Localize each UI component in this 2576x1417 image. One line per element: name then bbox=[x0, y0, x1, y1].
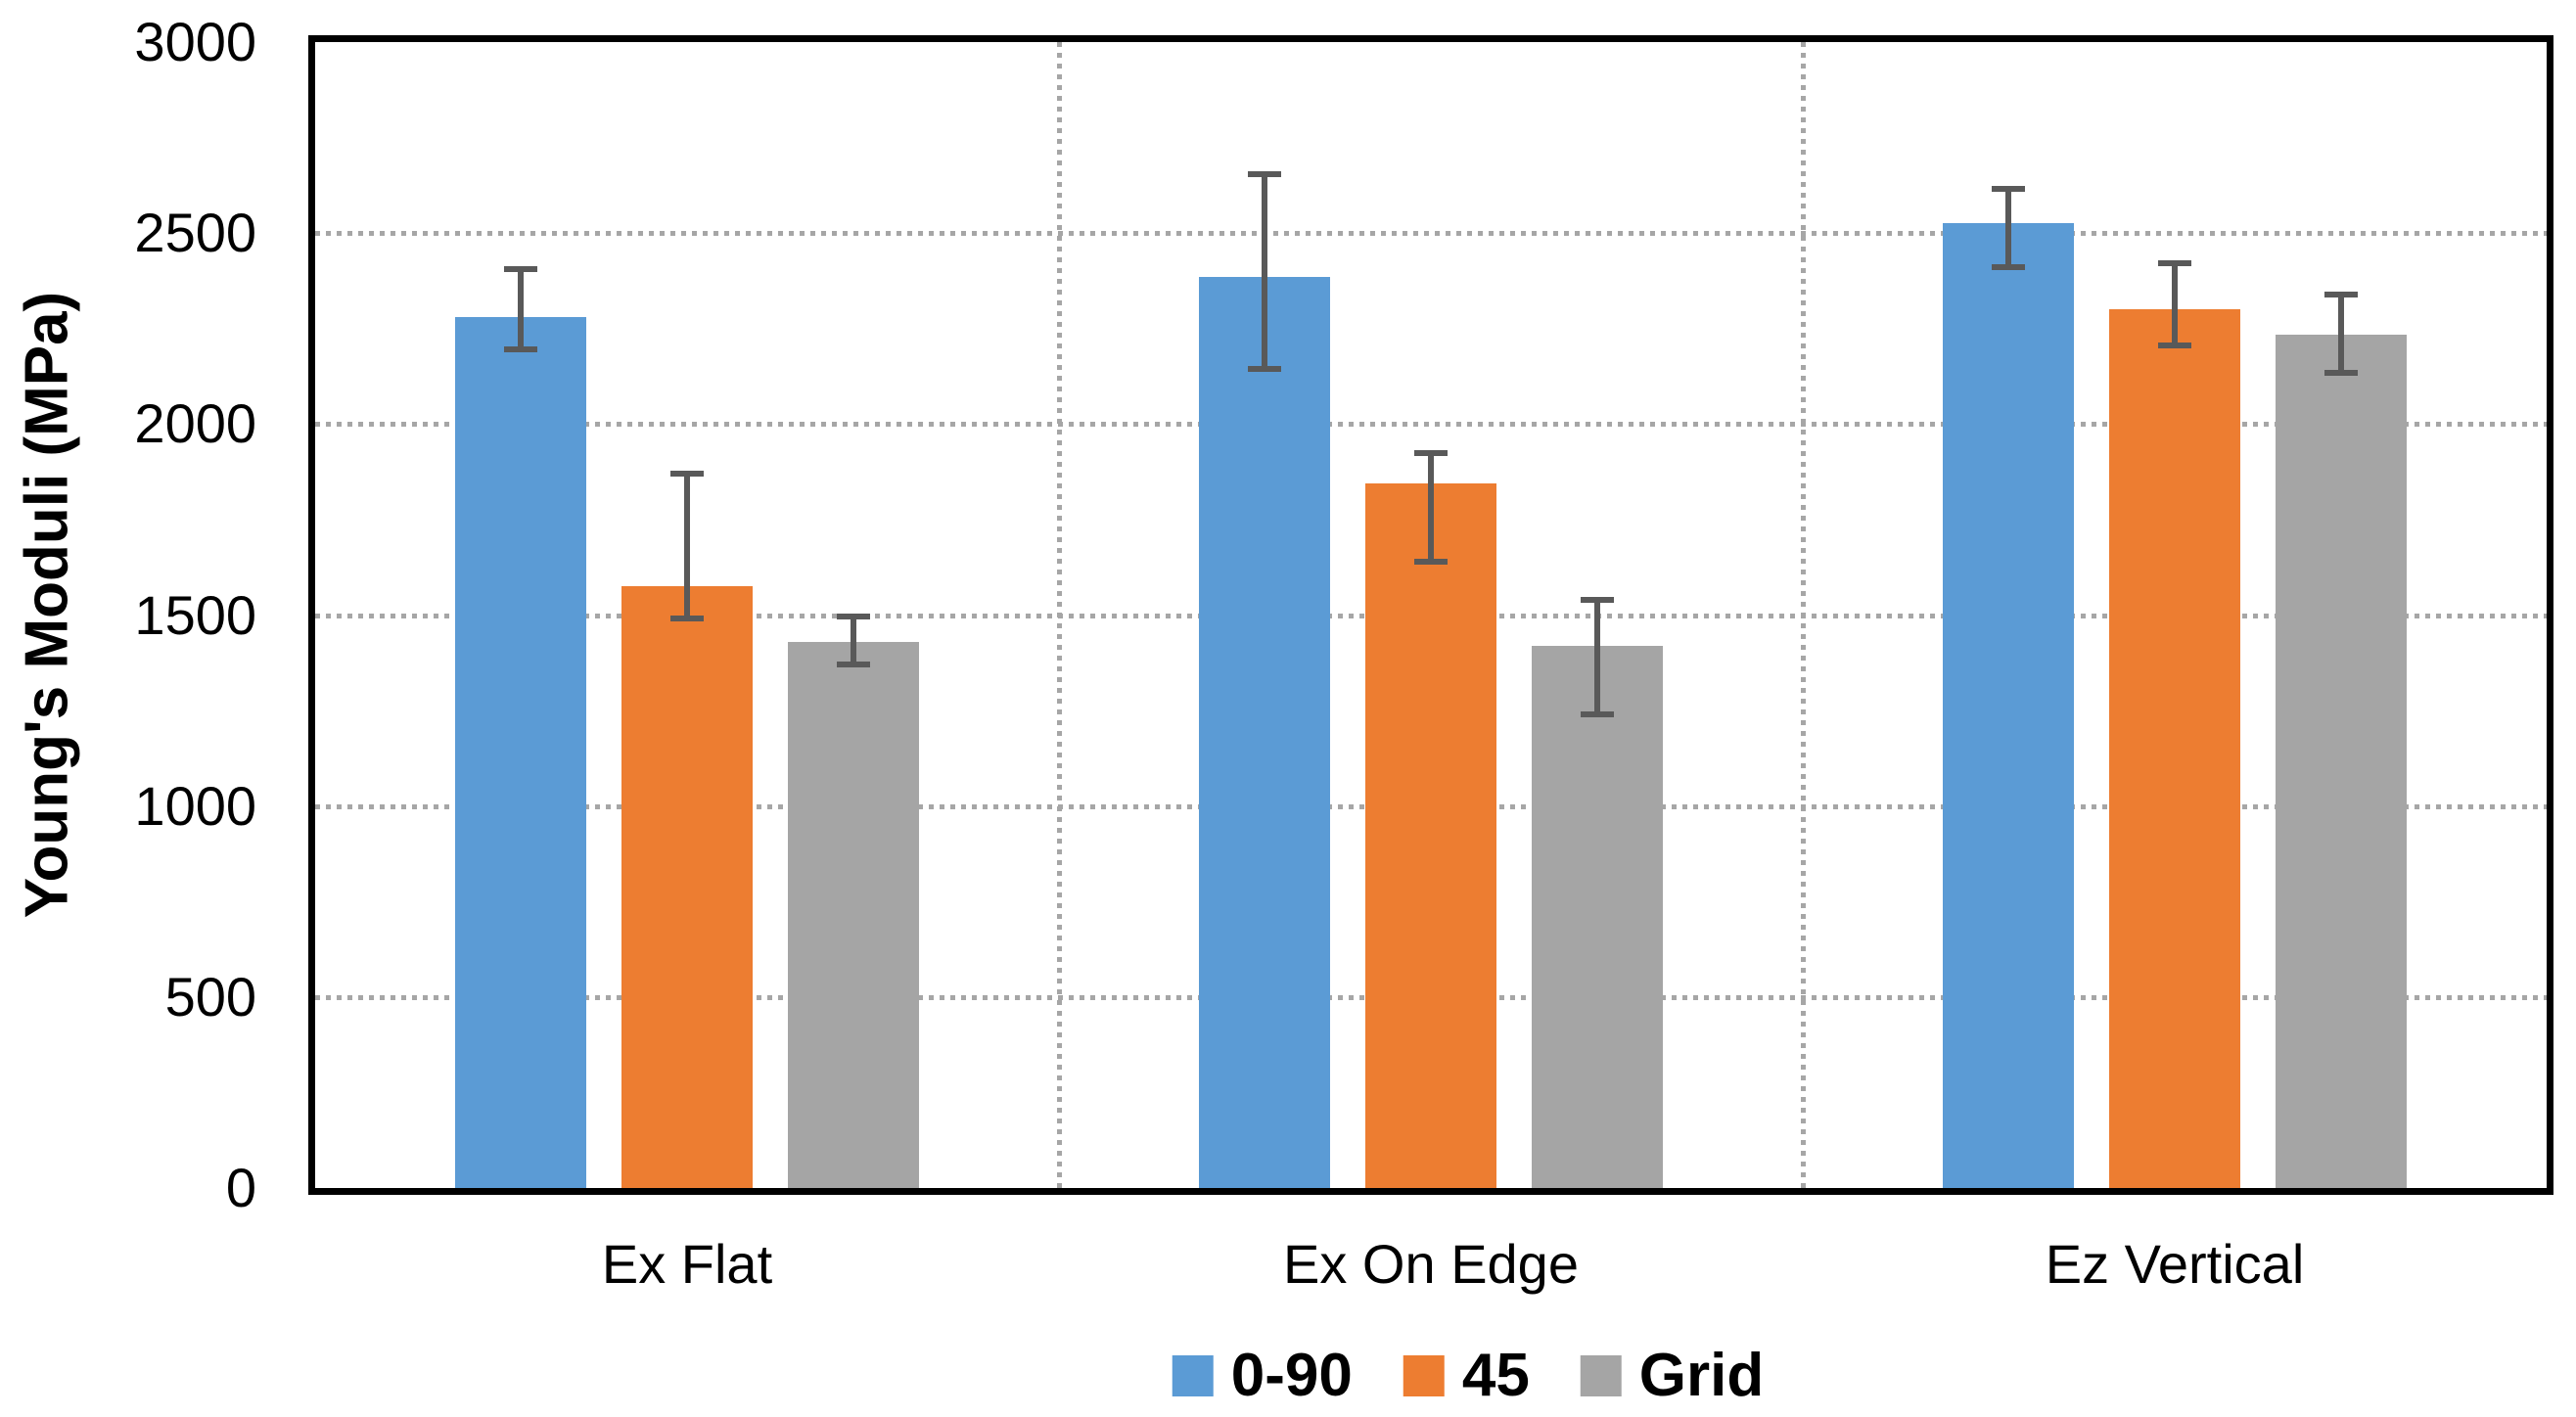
error-bar-cap bbox=[2324, 291, 2358, 297]
h-gridline bbox=[315, 422, 2547, 428]
bar-45-Ex On Edge bbox=[1365, 482, 1496, 1188]
y-tick-label: 1500 bbox=[134, 583, 256, 646]
y-tick-label: 1000 bbox=[134, 774, 256, 837]
bar-0-90-Ex On Edge bbox=[1199, 277, 1330, 1188]
legend-label: Grid bbox=[1638, 1342, 1765, 1409]
error-bar-line bbox=[1262, 173, 1267, 369]
plot-inner bbox=[315, 42, 2547, 1188]
legend-swatch-icon bbox=[1580, 1354, 1622, 1396]
error-bar-cap bbox=[1581, 710, 1614, 717]
error-bar-cap bbox=[2158, 260, 2191, 267]
error-bar-line bbox=[851, 617, 856, 665]
error-bar-cap bbox=[2324, 369, 2358, 376]
error-bar-cap bbox=[504, 346, 537, 353]
bar-0-90-Ez Vertical bbox=[1943, 223, 2074, 1188]
error-bar-line bbox=[2338, 294, 2344, 373]
plot-area bbox=[308, 35, 2553, 1195]
bar-45-Ex Flat bbox=[621, 586, 753, 1188]
legend-swatch-icon bbox=[1403, 1354, 1445, 1396]
legend-item-Grid: Grid bbox=[1580, 1341, 1765, 1410]
error-bar-line bbox=[684, 474, 690, 619]
category-label: Ez Vertical bbox=[2045, 1233, 2305, 1295]
y-tick-label: 2500 bbox=[134, 202, 256, 264]
error-bar-cap bbox=[1581, 596, 1614, 603]
error-bar-cap bbox=[2158, 343, 2191, 349]
legend-label: 45 bbox=[1461, 1342, 1530, 1409]
legend: 0-90 45 Grid bbox=[1172, 1341, 1765, 1410]
y-tick-label: 500 bbox=[164, 965, 256, 1028]
legend-label: 0-90 bbox=[1230, 1342, 1353, 1409]
bar-0-90-Ex Flat bbox=[455, 317, 586, 1188]
error-bar-cap bbox=[1248, 170, 1281, 177]
error-bar-cap bbox=[1414, 449, 1448, 456]
bar-45-Ez Vertical bbox=[2109, 309, 2240, 1188]
legend-item-45: 45 bbox=[1403, 1341, 1530, 1410]
error-bar-cap bbox=[1992, 264, 2025, 271]
error-bar-cap bbox=[837, 614, 870, 620]
legend-swatch-icon bbox=[1172, 1354, 1214, 1396]
error-bar-cap bbox=[1992, 186, 2025, 193]
error-bar-cap bbox=[670, 471, 704, 478]
error-bar-line bbox=[2005, 189, 2011, 268]
error-bar-line bbox=[518, 269, 524, 350]
error-bar-line bbox=[2172, 263, 2178, 346]
error-bar-cap bbox=[504, 266, 537, 273]
y-tick-label: 0 bbox=[225, 1157, 256, 1218]
bar-Grid-Ex On Edge bbox=[1532, 645, 1663, 1188]
bar-Grid-Ex Flat bbox=[788, 641, 919, 1188]
category-label: Ex Flat bbox=[601, 1233, 773, 1295]
y-tick-label: 3000 bbox=[134, 11, 256, 72]
h-gridline bbox=[315, 231, 2547, 237]
y-tick-label: 2000 bbox=[134, 392, 256, 455]
error-bar-line bbox=[1594, 599, 1600, 714]
bar-Grid-Ez Vertical bbox=[2276, 334, 2407, 1188]
error-bar-cap bbox=[1248, 365, 1281, 372]
error-bar-cap bbox=[1414, 558, 1448, 565]
error-bar-cap bbox=[670, 616, 704, 622]
category-separator-gridline bbox=[1801, 42, 1806, 1188]
error-bar-line bbox=[1428, 452, 1434, 562]
category-separator-gridline bbox=[1057, 42, 1062, 1188]
legend-item-0-90: 0-90 bbox=[1172, 1341, 1353, 1410]
category-label: Ex On Edge bbox=[1283, 1233, 1579, 1295]
error-bar-cap bbox=[837, 662, 870, 668]
